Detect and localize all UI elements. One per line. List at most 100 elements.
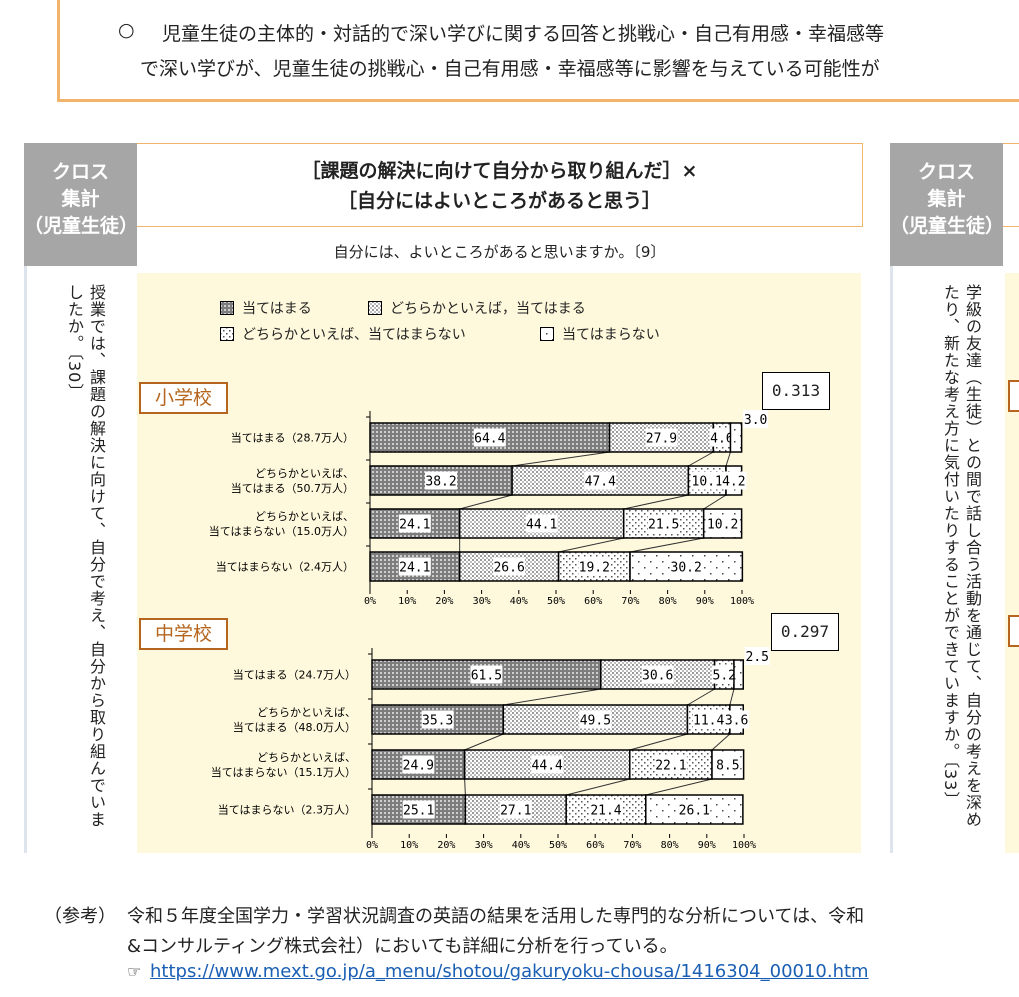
connector-line [558,537,624,553]
data-label-bg [743,410,769,428]
data-label: 21.5 [648,518,679,533]
right-school-label [1008,380,1019,412]
connector-line [629,537,704,553]
data-label-bg [691,471,724,490]
connector-line [688,451,714,467]
school-label-junior-high: 中学校 [139,618,229,650]
data-label-bg [715,755,741,774]
data-label-bg [402,800,435,819]
data-label: 26.6 [493,561,524,576]
category-label: 当てはまる（50.7万人） [231,481,354,495]
data-label-bg [706,514,739,533]
x-tick-label: 90% [698,840,716,851]
x-tick-label: 70% [621,596,639,607]
data-label: 5.2 [713,669,736,684]
reference-link[interactable]: https://www.mext.go.jp/a_menu/shotou/gak… [150,961,869,982]
category-label: 当てはまらない（15.0万人） [209,524,354,538]
data-label: 30.6 [642,669,673,684]
connector-line [464,778,466,796]
legend-item: 当てはまる [220,298,312,318]
data-label-bg [709,428,735,447]
data-label-bg [398,557,431,576]
badge-line: クロス [51,161,109,183]
data-label-bg [645,428,678,447]
connector-line [512,451,610,467]
data-label: 49.5 [580,714,611,729]
legend-swatch [220,327,234,341]
data-label: 47.4 [585,475,616,490]
coefficient-elementary: 0.313 [762,372,830,410]
data-label-bg [724,710,750,729]
data-label-bg [525,514,558,533]
reference-line-2: &コンサルティング株式会社）においても詳細に分析を行っている。 [127,936,678,957]
reference-line-1: 令和５年度全国学力・学習状況調査の英語の結果を活用した専門的な分析については、令… [127,906,865,927]
legend-label: どちらかといえば，当てはまる [390,301,586,317]
right-school-label [1008,615,1019,647]
bar-segment [369,422,611,453]
cross-tab-badge-right: クロス 集計 （児童生徒） [890,143,1004,266]
x-tick-label: 80% [661,840,679,851]
x-tick-label: 40% [510,596,528,607]
badge-line: 集計 [61,188,100,210]
data-label-bg [579,710,612,729]
data-label: 4.6 [710,432,733,447]
data-label: 44.1 [526,518,557,533]
right-title-box [1003,143,1019,227]
connector-line [711,733,731,751]
connector-line [703,494,727,510]
data-label-bg [470,665,503,684]
title-line-2: ［自分にはよいところがあると思う］ [337,190,661,212]
data-label-bg [678,800,711,819]
legend-item: どちらかといえば、当てはまらない [220,324,466,344]
data-label-bg [744,647,770,665]
connector-line [503,688,601,706]
x-tick-label: 10% [400,840,418,851]
badge-line: クロス [917,161,975,183]
cross-tab-badge: クロス 集計 （児童生徒） [24,143,138,266]
data-label-bg [589,800,622,819]
x-tick-label: 30% [473,596,491,607]
data-label-bg [692,710,725,729]
x-tick-label: 80% [659,596,677,607]
x-tick-label: 70% [623,840,641,851]
data-label-bg [647,514,680,533]
data-label-bg [578,557,611,576]
reference-label: （参考） [44,906,116,927]
category-label: 当てはまる（48.0万人） [233,720,356,734]
data-label: 64.4 [474,432,505,447]
x-tick-label: 50% [549,840,567,851]
x-tick-label: 50% [547,596,565,607]
connector-line [729,688,735,706]
category-label: 当てはまる（28.7万人） [231,431,354,445]
data-label-bg [421,710,454,729]
bar-segment [733,659,745,690]
data-label-bg [670,557,703,576]
data-label-bg [654,755,687,774]
school-label-elementary: 小学校 [139,382,229,414]
data-label: 26.1 [679,804,710,819]
data-label: 30.2 [671,561,702,576]
data-label: 44.4 [532,759,563,774]
connector-line [725,451,731,467]
x-tick-label: 20% [435,596,453,607]
coefficient-junior-high: 0.297 [771,613,839,651]
data-label: 3.6 [725,714,748,729]
data-label: 2.5 [746,650,769,665]
data-label: 4.2 [722,475,745,490]
data-label: 24.1 [399,561,430,576]
data-label: 27.1 [500,804,531,819]
data-label-bg [531,755,564,774]
connector-line [629,733,688,751]
legend-swatch [220,301,234,315]
connector-line [464,733,504,751]
x-tick-label: 10% [398,596,416,607]
question-text: 授業では、課題の解決に向けて、自分で考え、自分から取り組んでいましたか。〔30〕 [65,284,106,828]
data-label-bg [584,471,617,490]
data-label: 19.2 [579,561,610,576]
data-label: 21.4 [590,804,621,819]
legend-item: どちらかといえば，当てはまる [368,298,586,318]
legend-label: どちらかといえば、当てはまらない [242,327,466,343]
connector-line [459,494,513,510]
badge-line: 集計 [927,188,966,210]
category-label: どちらかといえば、 [257,706,356,719]
